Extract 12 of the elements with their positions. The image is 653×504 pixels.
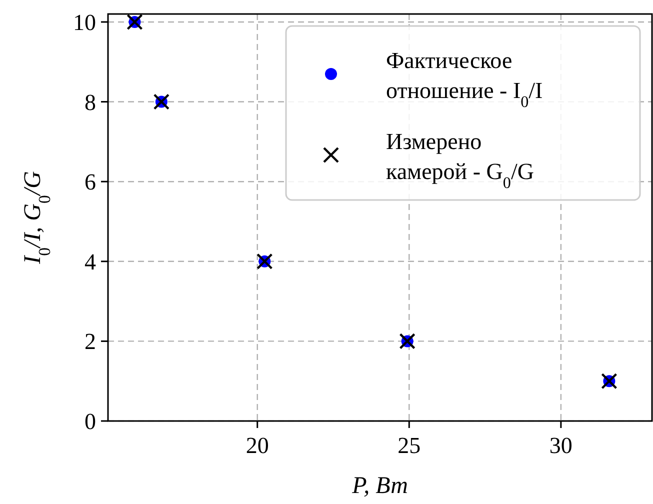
y-tick-label: 8 xyxy=(84,90,96,115)
legend-label: Фактическое отношение - I$_{0}$/I xyxy=(386,48,543,110)
y-tick-label: 10 xyxy=(73,10,96,35)
y-tick-label: 4 xyxy=(84,249,96,274)
x-tick-label: 30 xyxy=(549,433,572,458)
legend-label: Измерено камерой - G$_{0}$/G xyxy=(386,129,534,192)
x-tick-label: 25 xyxy=(398,433,421,458)
y-tick-label: 2 xyxy=(84,329,96,354)
y-tick-label: 6 xyxy=(84,170,96,195)
x-tick-label: 20 xyxy=(246,433,269,458)
y-tick-label: 0 xyxy=(84,409,96,434)
x-axis-title: P, Вт xyxy=(351,473,408,499)
